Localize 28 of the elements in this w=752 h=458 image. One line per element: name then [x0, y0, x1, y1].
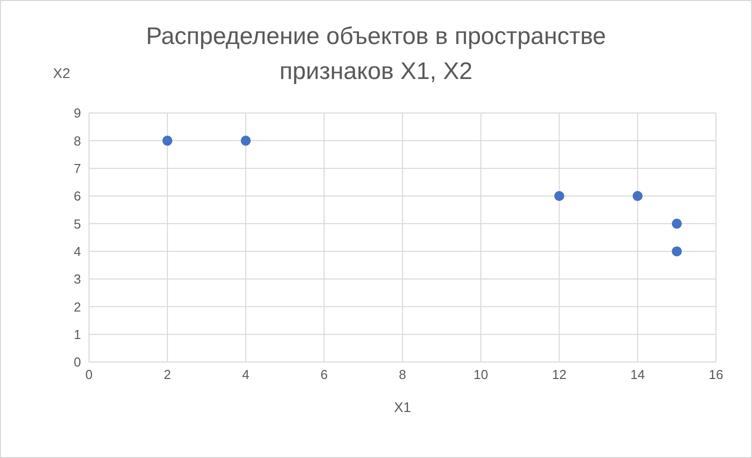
x-tick-label: 14 [630, 367, 645, 382]
x-tick-label: 8 [398, 367, 406, 382]
x-tick-label: 0 [85, 367, 93, 382]
x-tick-label: 16 [708, 367, 724, 382]
y-tick-label: 9 [74, 106, 81, 121]
x-tick-label: 2 [164, 367, 171, 382]
point [672, 218, 682, 229]
y-tick-label: 1 [74, 326, 81, 342]
y-tick-label: 5 [74, 216, 81, 232]
y-tick-label: 7 [74, 160, 81, 176]
y-tick-label: 6 [74, 188, 81, 204]
x-tick-label: 10 [474, 367, 488, 382]
y-axis-title: X2 [53, 65, 70, 81]
point [672, 246, 682, 256]
x-tick-label: 4 [242, 367, 250, 382]
x-axis-title: X1 [394, 399, 412, 415]
chart-title: Распределение объектов в пространстве признаков X1, X2 [144, 22, 608, 87]
y-tick-label: 8 [74, 133, 81, 148]
point [554, 191, 564, 201]
y-tick-label: 2 [74, 299, 81, 314]
point [632, 191, 643, 201]
y-tick-label: 4 [74, 244, 81, 259]
y-tick-label: 0 [74, 354, 81, 370]
point [162, 136, 172, 146]
x-tick-label: 12 [552, 367, 566, 382]
x-tick-label: 6 [320, 367, 328, 382]
y-tick-label: 3 [74, 272, 81, 287]
point [240, 136, 251, 146]
